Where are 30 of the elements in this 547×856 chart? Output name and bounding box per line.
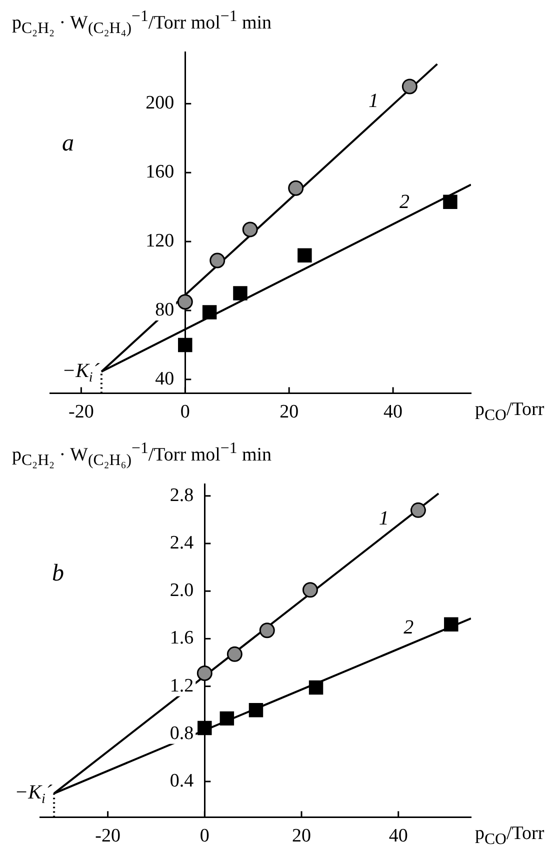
y-tick-label: 200 xyxy=(146,92,174,114)
annotation: b xyxy=(52,560,64,586)
annotation: a xyxy=(62,130,74,156)
series-label: 2 xyxy=(400,191,410,214)
y-tick-label: 160 xyxy=(146,162,174,183)
y-axis-title: p$_{C₂H₂}$ · W$_{(C₂H₆)}$$^{−1}$/Torr mol$^{−1}$ min xyxy=(12,440,272,470)
x-axis-title: p$_{CO}$/Torr xyxy=(475,399,544,425)
y-tick-label: 40 xyxy=(155,368,174,390)
series-label: 1 xyxy=(368,90,379,112)
y-tick-label: 2.4 xyxy=(170,532,194,554)
y-tick-label: 0.8 xyxy=(170,722,194,744)
x-tick-label: 20 xyxy=(280,402,299,423)
series-label: 2 xyxy=(404,616,414,639)
y-tick-label: 2.0 xyxy=(170,580,194,602)
y-tick-label: 0.4 xyxy=(170,770,194,792)
y-tick-label: 120 xyxy=(146,230,174,252)
x-tick-label: 40 xyxy=(384,402,403,423)
y-tick-label: 1.2 xyxy=(170,675,194,696)
x-tick-label: 0 xyxy=(200,826,210,847)
x-tick-label: 20 xyxy=(292,826,312,847)
x-tick-label: -20 xyxy=(68,402,94,423)
x-tick-label: 0 xyxy=(180,402,190,423)
y-tick-label: 1.6 xyxy=(170,628,194,649)
series-label: 1 xyxy=(378,507,389,530)
x-axis-title: p$_{CO}$/Torr xyxy=(475,823,544,849)
y-tick-label: 2.8 xyxy=(170,484,194,506)
y-axis-title: p$_{C₂H₂}$ · W$_{(C₂H₄)}$$^{−1}$/Torr mol$^{−1}$ min xyxy=(12,8,272,38)
x-tick-label: 40 xyxy=(388,826,408,847)
y-tick-label: 80 xyxy=(155,299,174,320)
x-tick-label: -20 xyxy=(95,826,120,847)
